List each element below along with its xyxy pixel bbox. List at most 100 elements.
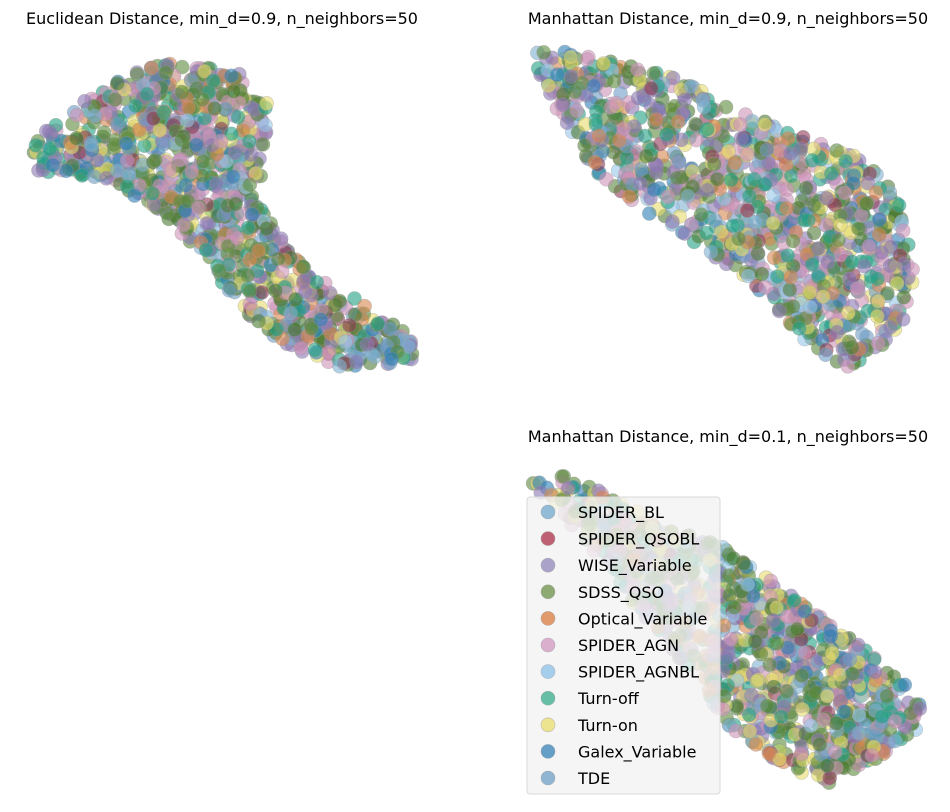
scatter-point bbox=[156, 104, 172, 120]
legend-label-4: Optical_Variable bbox=[578, 609, 707, 629]
scatter-point bbox=[739, 203, 755, 218]
scatter-point bbox=[707, 212, 723, 228]
scatter-point bbox=[251, 243, 266, 259]
legend-label-0: SPIDER_BL bbox=[578, 503, 664, 523]
legend-marker-2 bbox=[540, 557, 556, 573]
scatter-point bbox=[152, 122, 167, 138]
scatter-point bbox=[58, 163, 74, 179]
scatter-point bbox=[359, 336, 375, 352]
scatter-point bbox=[307, 342, 323, 358]
scatter-point bbox=[229, 230, 245, 246]
scatter-point bbox=[298, 284, 313, 300]
scatter-point bbox=[633, 161, 649, 177]
scatter-point bbox=[669, 170, 685, 186]
scatter-point bbox=[259, 96, 274, 111]
scatter-point bbox=[598, 171, 614, 187]
scatter-point bbox=[42, 141, 58, 157]
scatter-point bbox=[861, 238, 877, 254]
scatter-point bbox=[191, 200, 206, 215]
scatter-point bbox=[255, 137, 271, 152]
scatter-point bbox=[723, 631, 739, 647]
scatter-point bbox=[766, 250, 782, 266]
legend-label-10: TDE bbox=[577, 769, 610, 788]
scatter-point bbox=[740, 577, 756, 592]
scatter-point bbox=[660, 189, 676, 204]
scatter-point bbox=[144, 60, 159, 76]
scatter-point bbox=[763, 573, 779, 589]
scatter-point bbox=[254, 285, 270, 300]
scatter-point bbox=[803, 718, 819, 734]
scatter-point bbox=[731, 231, 747, 247]
scatter-point bbox=[780, 131, 796, 146]
scatter-point bbox=[757, 117, 773, 132]
scatter-point bbox=[816, 712, 831, 728]
scatter-point bbox=[889, 276, 905, 291]
scatter-point bbox=[831, 232, 846, 248]
scatter-point bbox=[242, 296, 258, 312]
scatter-point bbox=[819, 758, 835, 774]
legend-label-3: SDSS_QSO bbox=[578, 583, 664, 603]
scatter-point bbox=[849, 281, 865, 297]
scatter-point bbox=[851, 707, 867, 723]
scatter-point bbox=[842, 652, 858, 667]
scatter-point bbox=[895, 223, 911, 238]
scatter-point bbox=[783, 146, 798, 161]
scatter-point bbox=[819, 688, 835, 704]
scatter-point bbox=[630, 62, 645, 78]
scatter-point bbox=[759, 698, 775, 714]
scatter-point bbox=[225, 169, 241, 185]
scatter-point bbox=[649, 165, 664, 180]
scatter-point bbox=[765, 215, 781, 231]
scatter-point bbox=[770, 269, 785, 284]
scatter-point bbox=[741, 707, 757, 723]
scatter-point bbox=[683, 79, 699, 94]
panel-title-1: Euclidean Distance, min_d=0.9, n_neighbo… bbox=[26, 9, 418, 29]
scatter-point bbox=[887, 713, 903, 729]
scatter-point bbox=[827, 744, 843, 760]
scatter-point bbox=[162, 162, 177, 177]
scatter-point bbox=[587, 154, 603, 170]
scatter-point bbox=[244, 207, 260, 222]
scatter-point bbox=[840, 358, 856, 374]
scatter-point bbox=[864, 748, 880, 763]
scatter-point bbox=[555, 97, 571, 112]
scatter-point bbox=[199, 216, 214, 231]
scatter-point bbox=[211, 263, 227, 278]
legend-marker-3 bbox=[540, 584, 556, 600]
scatter-point bbox=[563, 69, 579, 84]
scatter-point bbox=[240, 267, 255, 283]
scatter-point bbox=[779, 683, 795, 699]
scatter-point bbox=[787, 592, 802, 608]
scatter-point bbox=[180, 193, 196, 209]
scatter-point bbox=[829, 324, 845, 340]
scatter-point bbox=[643, 81, 659, 96]
scatter-point bbox=[293, 340, 309, 356]
scatter-point bbox=[313, 312, 329, 327]
legend-marker-7 bbox=[540, 690, 556, 706]
scatter-point bbox=[779, 201, 795, 216]
scatter-point bbox=[858, 196, 874, 212]
scatter-point bbox=[897, 677, 913, 693]
scatter-point bbox=[110, 76, 125, 91]
scatter-point bbox=[689, 132, 704, 148]
panel-manhattan-09: Manhattan Distance, min_d=0.9, n_neighbo… bbox=[528, 9, 928, 374]
scatter-point bbox=[128, 98, 143, 114]
scatter-point bbox=[680, 188, 696, 204]
scatter-point bbox=[797, 645, 813, 661]
scatter-point bbox=[818, 347, 833, 363]
scatter-point bbox=[338, 334, 353, 350]
scatter-point bbox=[184, 164, 199, 180]
scatter-point bbox=[700, 182, 715, 198]
scatter-point bbox=[69, 107, 85, 123]
scatter-point bbox=[740, 268, 756, 284]
scatter-point bbox=[868, 185, 884, 200]
scatter-point bbox=[560, 480, 576, 496]
scatter-point bbox=[769, 635, 785, 651]
scatter-point bbox=[577, 138, 592, 153]
scatter-point bbox=[696, 99, 712, 115]
scatter-point bbox=[742, 724, 758, 739]
scatter-point bbox=[195, 92, 210, 107]
scatter-point bbox=[646, 182, 662, 197]
scatter-point bbox=[579, 52, 595, 67]
scatter-point bbox=[721, 568, 737, 583]
